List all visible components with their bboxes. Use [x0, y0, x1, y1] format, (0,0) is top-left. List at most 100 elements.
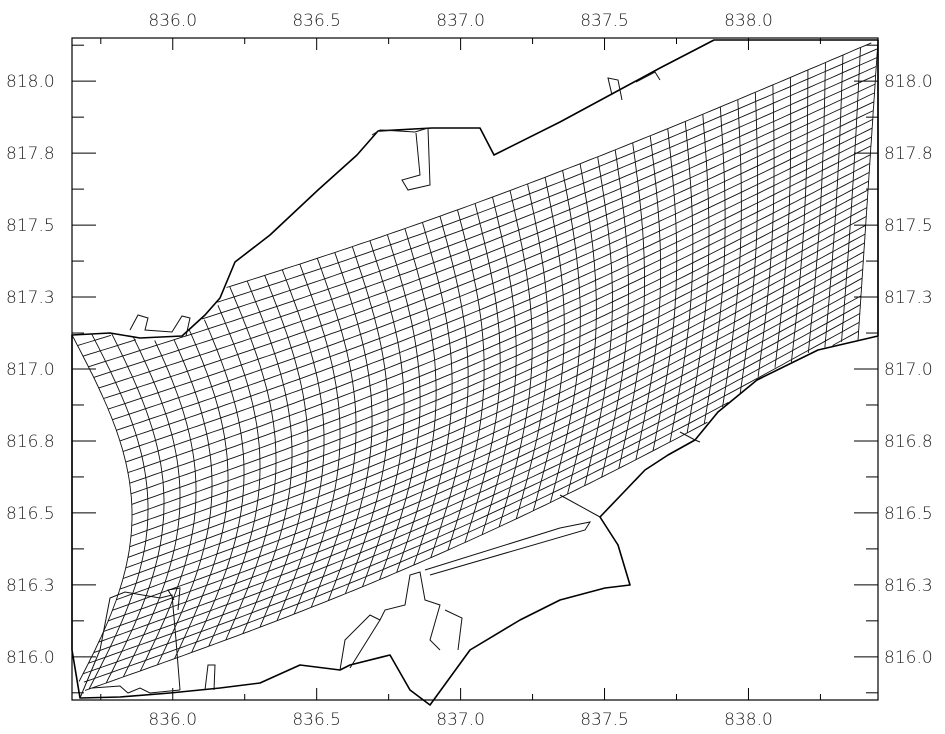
mesh-along-line [129, 216, 867, 548]
y-tick-label-right: 817.0 [884, 360, 933, 380]
mesh-cross-line [208, 305, 261, 647]
x-tick-label-bottom: 836.0 [148, 710, 197, 730]
mesh-along-line [84, 421, 708, 691]
mesh-along-line [93, 304, 861, 654]
coastline-detail [635, 71, 661, 83]
y-tick-label-right: 816.8 [884, 432, 933, 452]
y-tick-label-left: 817.3 [6, 288, 55, 308]
mesh-cross-line [156, 339, 213, 665]
y-tick-label-left: 818.0 [6, 72, 55, 92]
coastline-detail [444, 609, 463, 651]
coastline-detail [424, 521, 592, 576]
mesh-along-line [103, 286, 862, 632]
mesh-along-line [82, 322, 860, 675]
mesh-along-line [119, 127, 873, 442]
coastline-detail [679, 431, 701, 443]
mesh-cross-line [841, 47, 861, 342]
y-tick-label-right: 817.3 [884, 288, 933, 308]
y-tick-label-right: 816.0 [884, 648, 933, 668]
mesh-along-line [832, 330, 859, 346]
mesh-cross-line [139, 340, 197, 672]
mesh-boundary [71, 39, 879, 706]
mesh-along-line [122, 136, 872, 452]
plot-frame [71, 37, 879, 701]
x-tick-label-bottom: 838.0 [724, 710, 773, 730]
coastline-detail [371, 127, 431, 191]
mesh-cross-line [191, 319, 245, 653]
mesh-along-line [122, 242, 865, 579]
mesh-along-line [88, 66, 877, 368]
y-tick-label-left: 816.5 [6, 504, 55, 524]
mesh-cross-line [122, 336, 181, 678]
coastline-detail [607, 77, 623, 101]
mesh-along-line [125, 233, 866, 569]
x-tick-label-bottom: 837.5 [580, 710, 629, 730]
mesh-cross-line [790, 70, 809, 363]
mesh-along-line [131, 180, 869, 505]
y-tick-label-right: 816.5 [884, 504, 933, 524]
y-tick-labels-right: 816.0 816.3 816.5 816.8 817.0 817.3 817.5 817.8… [884, 72, 933, 668]
x-tick-label-bottom: 837.0 [436, 710, 485, 730]
y-tick-label-left: 817.5 [6, 216, 55, 236]
mesh-along-line [127, 224, 866, 558]
mesh-cross-line [739, 92, 759, 394]
mesh-along-line [129, 163, 871, 484]
mesh-along-line [77, 334, 112, 347]
mesh-along-line [125, 145, 872, 463]
y-tick-label-left: 817.0 [6, 360, 55, 380]
coastline-detail [167, 587, 181, 611]
mesh-along-line [226, 42, 872, 288]
mesh-cross-line [774, 77, 792, 368]
mesh-along-line [108, 277, 863, 622]
mesh-along-line [93, 74, 876, 378]
y-tick-label-right: 817.5 [884, 216, 933, 236]
x-tick-label-bottom: 836.5 [292, 710, 341, 730]
coastline-detail [129, 314, 191, 337]
mesh-along-line [108, 101, 875, 410]
mesh-along-line [201, 57, 877, 320]
mesh-along-line [116, 260, 864, 601]
mesh-along-line [119, 251, 865, 590]
mesh-cross-line [174, 329, 229, 659]
y-tick-labels-left: 816.0 816.3 816.5 816.8 817.0 817.3 817.5 817.8… [6, 72, 55, 668]
mesh-along-line [116, 118, 873, 431]
x-tick-labels-bottom: 836.0 836.5 837.0 837.5 838.0 [148, 710, 772, 730]
coastline-detail [91, 685, 181, 694]
coastline-detail [559, 494, 601, 518]
mesh-cross-line [105, 333, 165, 684]
mesh-along-line [112, 110, 874, 421]
x-tick-label-top: 837.0 [436, 11, 485, 31]
coastline-detail [79, 591, 181, 699]
mesh-along-line [103, 92, 875, 399]
mesh-along-line [130, 207, 868, 537]
y-tick-label-right: 816.3 [884, 576, 933, 596]
y-tick-label-right: 818.0 [884, 72, 933, 92]
curvilinear-mesh [71, 42, 879, 691]
mesh-along-line [83, 402, 729, 683]
mesh-cross-line [71, 334, 133, 682]
mesh-along-line [130, 172, 870, 495]
mesh-along-line [88, 313, 861, 664]
mesh-cross-line [824, 54, 844, 348]
mesh-along-line [217, 48, 878, 303]
coastline-detail [379, 571, 441, 651]
mesh-cross-line [857, 43, 879, 341]
mesh-cross-line [807, 62, 826, 354]
coastline-detail [204, 664, 216, 691]
y-tick-label-left: 817.8 [6, 144, 55, 164]
x-tick-label-top: 838.0 [724, 11, 773, 31]
coastline-detail [339, 614, 381, 671]
mesh-cross-line [757, 84, 775, 377]
mesh-along-line [82, 339, 137, 357]
x-tick-label-top: 836.5 [292, 11, 341, 31]
mesh-along-line [112, 269, 863, 611]
y-tick-label-left: 816.0 [6, 648, 55, 668]
mesh-along-line [131, 189, 869, 516]
y-tick-label-left: 816.3 [6, 576, 55, 596]
x-tick-label-top: 836.0 [148, 11, 197, 31]
mesh-along-line [98, 295, 862, 643]
mesh-cross-line [722, 99, 742, 407]
y-tick-label-left: 816.8 [6, 432, 55, 452]
mesh-along-line [131, 198, 868, 527]
